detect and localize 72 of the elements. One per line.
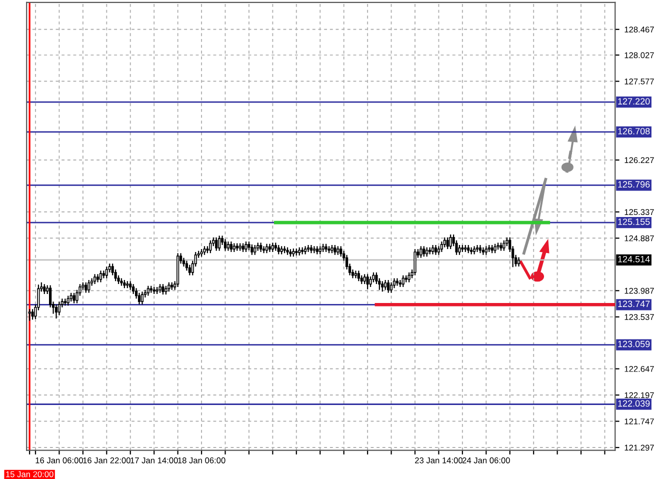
candlestick — [440, 242, 443, 252]
y-tick-label: 122.197 — [624, 392, 654, 398]
x-tick-label: 16 Jan 22:00 — [83, 457, 130, 464]
candlestick — [105, 266, 108, 278]
candlestick — [262, 246, 266, 254]
x-tick-label: 16 Jan 06:00 — [36, 457, 83, 464]
candlestick — [31, 309, 34, 320]
candlestick — [140, 292, 144, 304]
ref-line-label: 125.155 — [618, 218, 650, 225]
x-tick-label: 15 Jan 20:00 — [6, 471, 54, 478]
candlestick — [446, 237, 449, 250]
candlestick — [209, 240, 212, 254]
candlestick — [369, 276, 372, 287]
y-tick-label: 127.577 — [624, 78, 654, 84]
y-tick-label: 121.747 — [624, 418, 654, 424]
y-tick-label: 128.467 — [624, 26, 654, 32]
candlestick — [54, 304, 58, 318]
candlestick — [88, 280, 90, 293]
y-tick-label: 125.337 — [624, 209, 654, 216]
ref-line-label: 126.708 — [618, 128, 650, 134]
candlestick — [354, 270, 358, 278]
candlestick — [340, 246, 342, 257]
ref-line-label: 124.514 — [618, 256, 650, 262]
candlestick — [96, 274, 100, 282]
candlestick — [381, 281, 384, 292]
candlestick — [414, 249, 416, 276]
ref-line-label: 123.059 — [618, 340, 650, 348]
y-tick-label: 126.227 — [624, 157, 654, 164]
candlestick — [230, 242, 232, 252]
candlestick — [304, 246, 307, 254]
candlestick — [244, 242, 248, 252]
ref-line-label: 123.747 — [618, 300, 650, 308]
x-tick-label: 17 Jan 14:00 — [130, 457, 178, 464]
candlestick — [357, 270, 360, 282]
candlestick — [268, 244, 272, 252]
x-tick-label: 23 Jan 14:00 — [415, 457, 462, 464]
y-tick-label: 123.537 — [624, 314, 654, 320]
candlestick — [476, 245, 479, 252]
candlestick — [250, 244, 254, 255]
candlestick — [99, 270, 102, 282]
candlestick — [472, 246, 476, 254]
candlestick — [72, 292, 76, 304]
y-tick-label: 128.027 — [624, 52, 654, 58]
candlestick — [310, 245, 313, 254]
candlestick — [387, 280, 390, 293]
y-tick-label: 123.987 — [624, 288, 654, 294]
y-tick-label: 121.297 — [624, 444, 654, 451]
candlestick — [449, 234, 452, 250]
candlestick — [224, 239, 227, 251]
candlestick — [188, 264, 191, 276]
candlestick — [390, 282, 393, 293]
ref-line-label: 122.039 — [618, 400, 650, 407]
candlestick — [28, 309, 31, 321]
candlestick — [478, 245, 482, 254]
candlestick — [420, 246, 422, 258]
candlestick — [396, 278, 399, 286]
candlestick — [502, 240, 506, 251]
candlestick — [422, 246, 426, 257]
candlestick — [58, 302, 61, 315]
x-tick-label: 18 Jan 06:00 — [178, 457, 226, 464]
ref-line-label: 127.220 — [618, 98, 650, 105]
candlestick — [306, 245, 310, 252]
candlestick — [215, 237, 218, 251]
candlestick — [402, 275, 404, 287]
candlestick — [84, 282, 88, 293]
ref-line-label: 125.796 — [618, 181, 650, 188]
candlestick — [366, 274, 369, 290]
candlestick — [218, 236, 221, 251]
y-tick-label: 122.647 — [624, 366, 654, 372]
candlestick — [162, 284, 164, 295]
y-tick-label: 124.887 — [624, 235, 654, 242]
x-tick-label: 24 Jan 06:00 — [462, 457, 510, 464]
